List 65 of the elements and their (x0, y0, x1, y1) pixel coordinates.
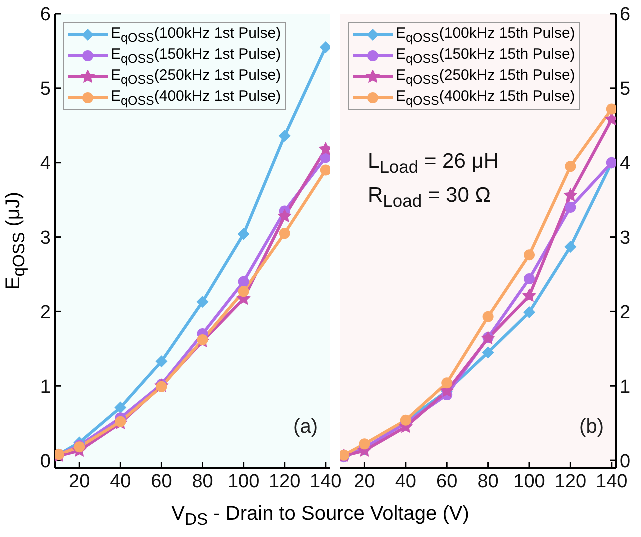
x-tick-label: 140 (596, 471, 628, 492)
point (156, 356, 168, 368)
y-tick-label: 2 (620, 302, 631, 324)
legend-label: E$_{qOSS}$(100kHz 15th Pulse) (396, 24, 576, 44)
point (522, 288, 537, 302)
annotation: R$_{Load}$ = 30 Ω (368, 184, 491, 212)
point (564, 240, 577, 253)
y-tick-label: 0 (620, 451, 631, 472)
legend-label: E$_{qOSS}$(150kHz 1st Pulse) (111, 46, 282, 66)
point (442, 378, 453, 389)
y-tick-label: 1 (40, 376, 51, 398)
point (564, 188, 578, 202)
x-tick-label: 100 (228, 471, 260, 492)
point (279, 228, 290, 240)
legend-label: E$_{qOSS}$(400kHz 15th Pulse) (396, 88, 576, 108)
point (524, 273, 535, 284)
point (606, 104, 616, 115)
point (565, 202, 576, 214)
annotation: L$_{Load}$ = 26 μH (368, 150, 500, 178)
point (359, 438, 370, 450)
point (278, 208, 292, 223)
annotation: (b) (580, 416, 604, 439)
point (196, 296, 209, 308)
x-tick-label: 40 (110, 471, 132, 492)
point (197, 334, 208, 346)
point (565, 161, 576, 172)
x-tick-label: 80 (192, 471, 214, 492)
y-tick-label: 4 (620, 154, 631, 175)
x-tick-label: 60 (151, 471, 172, 492)
x-tick-label: 60 (436, 471, 458, 492)
point (238, 276, 250, 288)
x-tick-label: 20 (354, 471, 376, 492)
y-tick-label: 0 (40, 451, 51, 472)
annotation: (a) (294, 416, 318, 439)
point (482, 311, 494, 322)
y-tick-label: 5 (620, 79, 631, 100)
x-tick-label: 80 (478, 471, 499, 492)
point (278, 130, 291, 142)
y-tick-label: 3 (620, 228, 631, 250)
x-tick-label: 20 (69, 471, 90, 492)
y-tick-label: 6 (620, 4, 631, 26)
point (114, 402, 127, 414)
legend-label: E$_{qOSS}$(100kHz 1st Pulse) (111, 24, 282, 44)
x-tick-label: 140 (310, 471, 342, 492)
x-tick-label: 120 (269, 471, 301, 492)
legend-label: E$_{qOSS}$(250kHz 1st Pulse) (111, 66, 282, 86)
y-tick-label: 1 (620, 376, 631, 398)
point (524, 250, 535, 261)
y-tick-label: 5 (40, 79, 51, 100)
legend-label: E$_{qOSS}$(250kHz 15th Pulse) (396, 66, 576, 86)
point (320, 164, 330, 176)
point (238, 286, 250, 298)
legend-label: E$_{qOSS}$(150kHz 15th Pulse) (396, 46, 576, 66)
point (523, 306, 536, 318)
x-tick-label: 100 (514, 471, 546, 492)
point (482, 346, 494, 359)
y-tick-label: 6 (40, 4, 51, 26)
point (238, 228, 250, 240)
legend-label: E$_{qOSS}$(400kHz 1st Pulse) (111, 88, 282, 108)
x-tick-label: 40 (395, 471, 416, 492)
x-tick-label: 120 (554, 471, 587, 492)
y-tick-label: 3 (40, 228, 51, 250)
y-tick-label: 4 (40, 154, 52, 175)
y-tick-label: 2 (40, 302, 51, 324)
x-axis-title: V$_{DS}$ - Drain to Source Voltage (V) (170, 503, 470, 530)
